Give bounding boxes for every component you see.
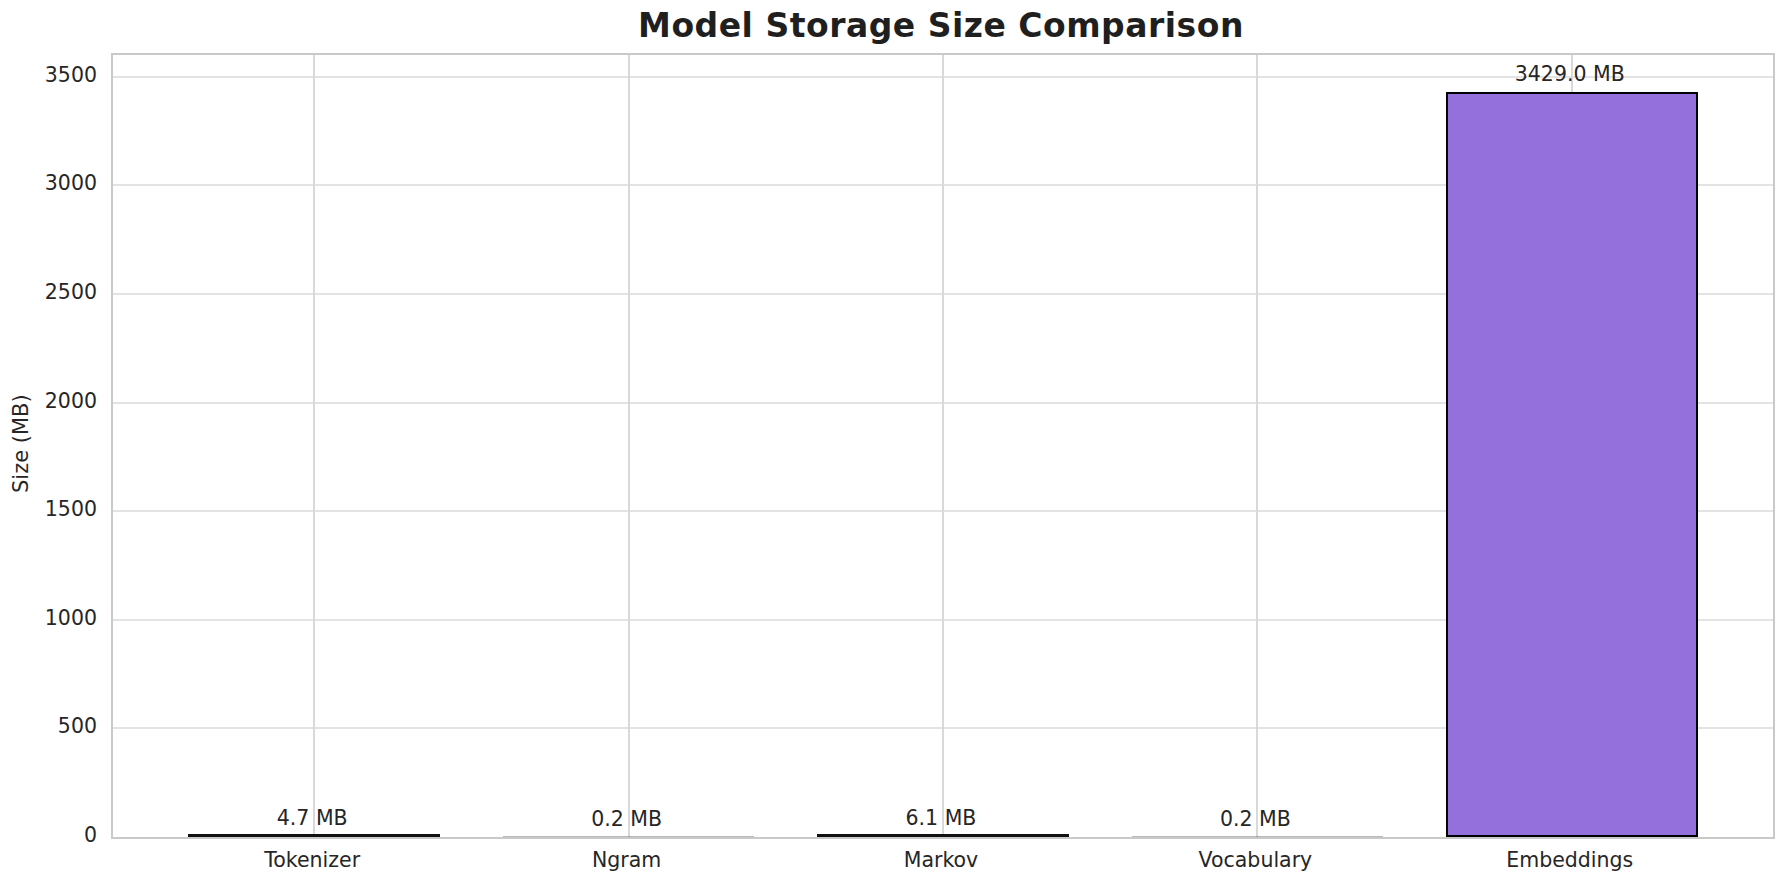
plot-area (111, 53, 1775, 839)
v-gridline-vocabulary (1256, 55, 1258, 837)
x-tick-label-embeddings: Embeddings (1410, 848, 1730, 872)
bar-tokenizer (188, 834, 440, 837)
y-tick-label-3500: 3500 (17, 65, 97, 85)
y-tick-label-0: 0 (17, 825, 97, 845)
value-label-tokenizer: 4.7 MB (152, 806, 472, 830)
value-label-ngram: 0.2 MB (467, 807, 787, 831)
bar-markov (817, 834, 1069, 837)
v-gridline-markov (942, 55, 944, 837)
bar-ngram (503, 836, 755, 838)
chart-title: Model Storage Size Comparison (111, 6, 1771, 45)
bar-vocabulary (1132, 836, 1384, 838)
v-gridline-tokenizer (313, 55, 315, 837)
y-tick-label-2500: 2500 (17, 282, 97, 302)
x-tick-label-tokenizer: Tokenizer (152, 848, 472, 872)
y-tick-label-1500: 1500 (17, 499, 97, 519)
bar-embeddings (1446, 92, 1698, 837)
value-label-vocabulary: 0.2 MB (1095, 807, 1415, 831)
value-label-embeddings: 3429.0 MB (1410, 62, 1730, 86)
x-tick-label-vocabulary: Vocabulary (1095, 848, 1415, 872)
x-tick-label-markov: Markov (781, 848, 1101, 872)
y-tick-label-500: 500 (17, 716, 97, 736)
v-gridline-ngram (628, 55, 630, 837)
figure: Model Storage Size Comparison Size (MB) … (0, 0, 1784, 886)
y-tick-label-2000: 2000 (17, 391, 97, 411)
value-label-markov: 6.1 MB (781, 806, 1101, 830)
y-tick-label-1000: 1000 (17, 608, 97, 628)
y-tick-label-3000: 3000 (17, 173, 97, 193)
x-tick-label-ngram: Ngram (467, 848, 787, 872)
